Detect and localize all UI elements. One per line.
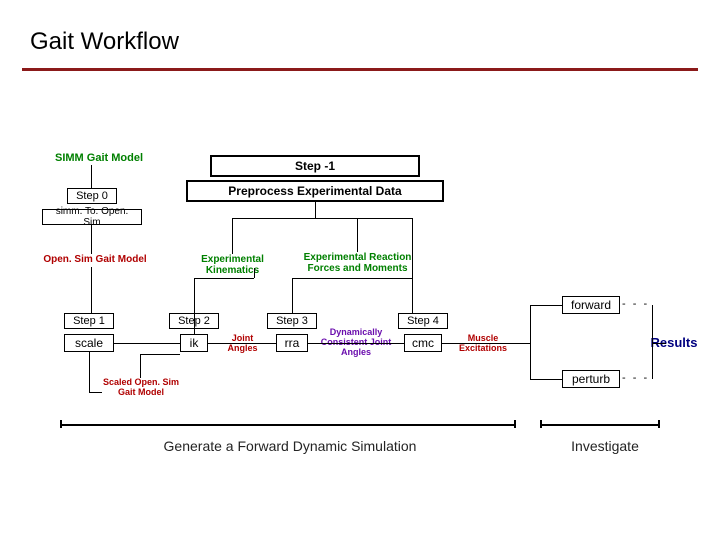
box-step4: Step 4 xyxy=(398,313,448,329)
line-v2 xyxy=(91,225,92,254)
label-investigate: Investigate xyxy=(560,438,650,454)
box-preprocess: Preprocess Experimental Data xyxy=(186,180,444,202)
box-forward: forward xyxy=(562,296,620,314)
tick-r2 xyxy=(658,420,660,428)
line-h8t xyxy=(194,278,254,279)
box-cmc: cmc xyxy=(404,334,442,352)
page-title: Gait Workflow xyxy=(30,28,179,56)
label-exp-kin: Experimental Kinematics xyxy=(190,254,275,276)
line-v7a xyxy=(232,218,233,254)
box-step0: Step 0 xyxy=(67,188,117,204)
title-underline xyxy=(22,68,698,71)
dash-perturb: - - - xyxy=(622,372,649,384)
section-line-1 xyxy=(60,424,516,426)
box-ik: ik xyxy=(180,334,208,352)
label-simm-gait: SIMM Gait Model xyxy=(44,152,154,164)
line-h11c xyxy=(652,343,666,344)
dash-forward: - - - xyxy=(622,298,649,310)
line-v3 xyxy=(91,267,92,313)
line-v1 xyxy=(91,165,92,188)
line-v9 xyxy=(292,278,293,313)
box-scale: scale xyxy=(64,334,114,352)
line-v7c xyxy=(412,218,413,313)
line-v10 xyxy=(530,305,531,379)
box-step3: Step 3 xyxy=(267,313,317,329)
line-h10a xyxy=(530,305,562,306)
label-exp-rf: Experimental Reaction Forces and Moments xyxy=(290,252,425,274)
label-gen-sim: Generate a Forward Dynamic Simulation xyxy=(130,438,450,454)
label-opensim-gait: Open. Sim Gait Model xyxy=(32,254,158,265)
line-h5a xyxy=(140,354,180,355)
line-v4 xyxy=(89,352,90,392)
box-step1: Step 1 xyxy=(64,313,114,329)
line-v11 xyxy=(652,305,653,379)
tick-r1 xyxy=(514,420,516,428)
line-v8 xyxy=(194,278,195,334)
line-chain1 xyxy=(114,343,180,344)
box-step-neg1: Step -1 xyxy=(210,155,420,177)
line-v6 xyxy=(315,202,316,218)
line-v8c xyxy=(254,268,255,278)
line-v5 xyxy=(140,354,141,378)
line-h10b xyxy=(530,379,562,380)
line-chain4 xyxy=(442,343,530,344)
line-chain3 xyxy=(308,343,404,344)
section-line-2 xyxy=(540,424,660,426)
label-scaled-model: Scaled Open. Sim Gait Model xyxy=(102,378,180,398)
line-h6 xyxy=(232,218,412,219)
box-rra: rra xyxy=(276,334,308,352)
tick-l1 xyxy=(60,420,62,428)
box-perturb: perturb xyxy=(562,370,620,388)
line-h4 xyxy=(89,392,102,393)
line-chain2 xyxy=(208,343,276,344)
line-v7b xyxy=(357,218,358,252)
tick-l2 xyxy=(540,420,542,428)
box-simm2open: simm. To. Open. Sim xyxy=(42,209,142,225)
line-h9 xyxy=(292,278,412,279)
